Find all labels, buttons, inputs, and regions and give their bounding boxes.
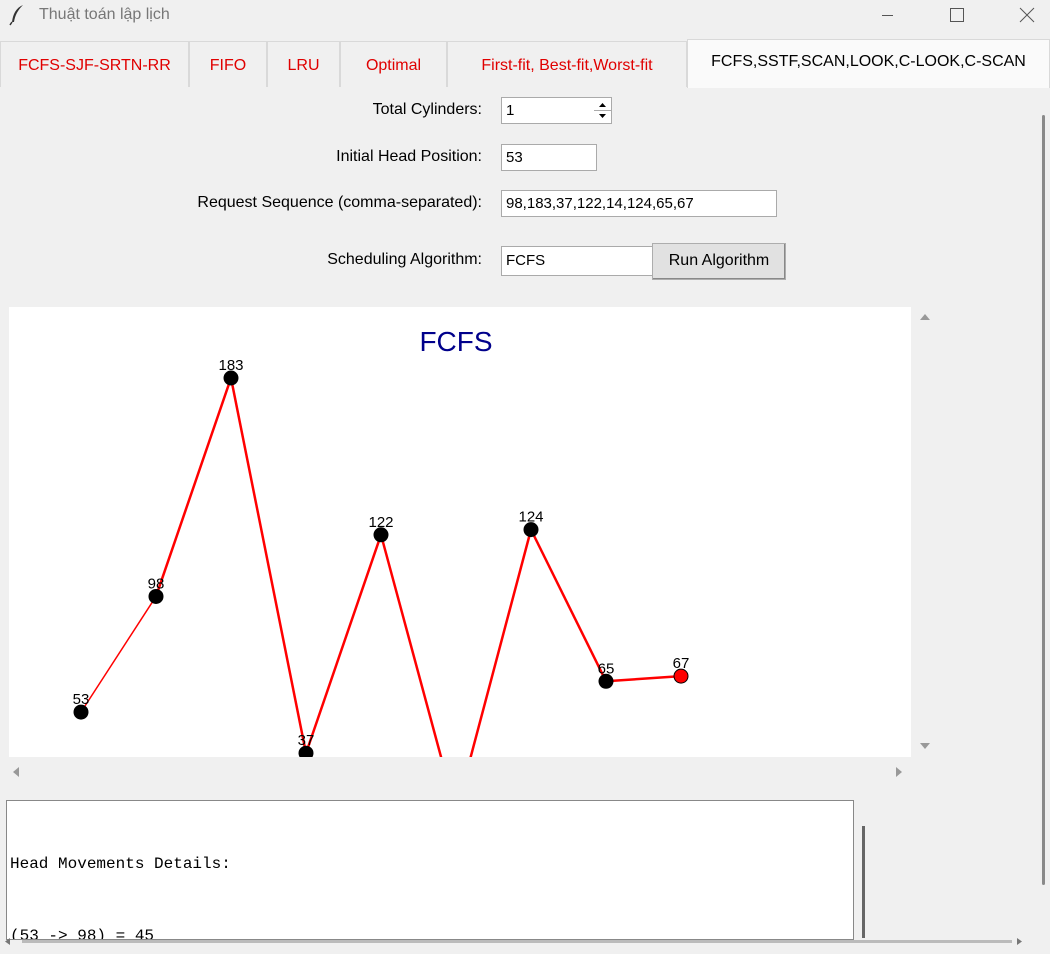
chart-title: FCFS (419, 326, 492, 357)
spinbox-arrows[interactable] (594, 98, 611, 123)
total-cylinders-label: Total Cylinders: (372, 101, 482, 118)
close-icon (1019, 7, 1035, 23)
movement-segment (154, 377, 233, 597)
title-bar: Thuật toán lập lịch (0, 0, 1050, 31)
chart-canvas: FCFS 539818337122141246567 (9, 307, 911, 757)
tab-lru[interactable]: LRU (267, 41, 340, 87)
tab-cpu-scheduling[interactable]: FCFS-SJF-SRTN-RR (0, 41, 189, 87)
movement-segment (469, 529, 533, 757)
head-position-label: Initial Head Position: (336, 148, 482, 165)
head-point (523, 522, 539, 538)
movement-segment (80, 596, 157, 713)
point-label: 65 (598, 660, 615, 677)
head-point (73, 704, 89, 720)
tab-fifo[interactable]: FIFO (189, 41, 267, 87)
main-scrollbar-thumb[interactable] (1042, 115, 1045, 885)
tab-memory-fit[interactable]: First-fit, Best-fit,Worst-fit (447, 41, 687, 87)
head-point (148, 588, 164, 604)
movement-segment (529, 529, 608, 682)
maximize-icon (950, 8, 964, 22)
point-label: 37 (298, 732, 315, 749)
head-point (223, 370, 239, 386)
feather-icon (9, 5, 23, 26)
algorithm-input[interactable]: FCFS (501, 246, 653, 276)
bottom-scrollbar[interactable] (0, 934, 1034, 949)
minimize-icon (882, 15, 893, 16)
head-position-input[interactable]: 53 (501, 144, 597, 171)
tab-optimal[interactable]: Optimal (340, 41, 447, 87)
head-point (373, 527, 389, 543)
head-movement-chart: FCFS 539818337122141246567 (73, 326, 690, 757)
tab-disk-scheduling[interactable]: FCFS,SSTF,SCAN,LOOK,C-LOOK,C-SCAN (687, 39, 1050, 88)
movement-segment (379, 534, 443, 757)
point-label: 53 (73, 691, 90, 708)
maximize-button[interactable] (933, 0, 979, 31)
window-title: Thuật toán lập lịch (39, 6, 170, 23)
request-sequence-input[interactable]: 98,183,37,122,14,124,65,67 (501, 190, 777, 217)
head-movements-output[interactable]: Head Movements Details: (53 -> 98) = 45 … (6, 800, 854, 940)
movement-segment (304, 534, 383, 754)
run-algorithm-button[interactable]: Run Algorithm (652, 243, 786, 280)
canvas-scroll-down-icon[interactable] (918, 740, 932, 752)
point-label: 98 (148, 575, 165, 592)
canvas-scroll-left-icon[interactable] (10, 765, 22, 779)
head-point (598, 673, 614, 689)
output-line: (53 -> 98) = 45 (10, 927, 155, 940)
canvas-scroll-up-icon[interactable] (918, 311, 932, 323)
bottom-scrollbar-track (5, 938, 1022, 945)
request-sequence-label: Request Sequence (comma-separated): (197, 194, 482, 211)
close-button[interactable] (1003, 0, 1049, 31)
tab-bar: FCFS-SJF-SRTN-RR FIFO LRU Optimal First-… (0, 39, 1050, 88)
final-head-point (673, 668, 689, 684)
canvas-scroll-right-icon[interactable] (893, 765, 905, 779)
movement-segment (605, 674, 682, 683)
output-scrollbar[interactable] (862, 826, 865, 938)
algorithm-label: Scheduling Algorithm: (327, 251, 482, 268)
point-label: 122 (368, 514, 393, 531)
output-line: Head Movements Details: (10, 855, 231, 873)
point-label: 67 (673, 655, 690, 672)
total-cylinders-spinbox[interactable]: 1 (501, 97, 612, 124)
main-scrollbar[interactable] (1034, 97, 1050, 949)
spin-arrows-icon (594, 103, 611, 118)
head-point (298, 745, 314, 757)
point-label: 183 (218, 357, 243, 374)
minimize-button[interactable] (864, 0, 910, 31)
movement-segment (229, 377, 308, 754)
point-label: 124 (518, 509, 543, 526)
